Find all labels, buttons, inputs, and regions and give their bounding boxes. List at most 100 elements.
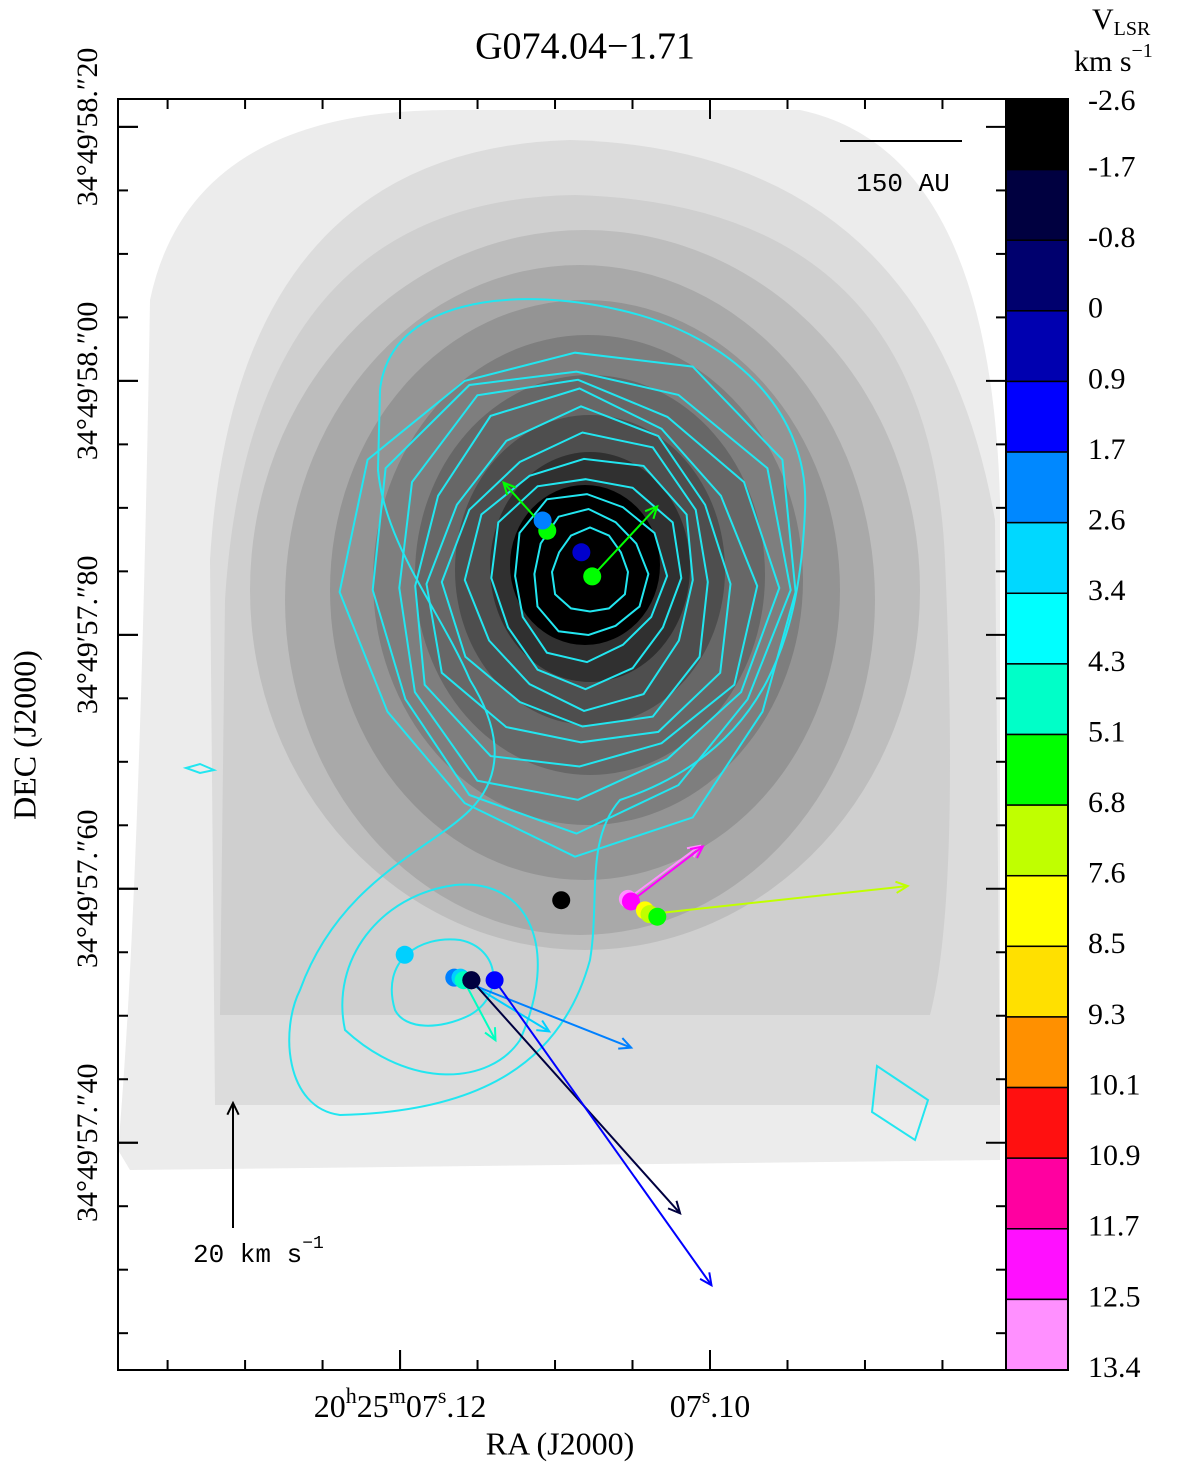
velocity-arrow <box>462 979 497 1043</box>
intensity-map <box>118 110 1000 1170</box>
y-tick-label: 34°49′58.″00 <box>71 302 104 461</box>
arrow-shaft <box>591 505 658 578</box>
contour <box>338 351 797 858</box>
colorbar-title-main: V <box>1092 3 1114 36</box>
velocity-key-arrow <box>226 1100 240 1228</box>
y-axis-label: DEC (J2000) <box>6 650 42 820</box>
contour <box>425 405 732 744</box>
colorbar-label: 5.1 <box>1088 715 1126 748</box>
velocity-arrow <box>591 504 659 578</box>
colorbar-band <box>1005 1298 1069 1371</box>
velocity-arrow <box>627 844 702 900</box>
colorbar-band <box>1005 804 1069 877</box>
colorbar-title: VLSR <box>1092 3 1151 40</box>
colorbar-band <box>1005 521 1069 595</box>
velocity-key-label: 20 km s−1 <box>193 1234 324 1270</box>
colorbar-label: 12.5 <box>1088 1280 1141 1313</box>
colorbar-band <box>1005 1157 1069 1230</box>
contour <box>371 370 792 835</box>
colorbar-band <box>1005 1086 1069 1159</box>
maser-spot <box>648 907 667 926</box>
arrow-shaft <box>453 976 632 1049</box>
colorbar-band <box>1005 1228 1069 1301</box>
arrow-shaft <box>627 845 701 900</box>
velocity-arrow <box>630 845 705 903</box>
contour <box>550 526 630 613</box>
colorbar-unit: km s−1 <box>1074 40 1153 78</box>
colorbar-label: 10.9 <box>1088 1139 1141 1172</box>
colorbar-label: 2.6 <box>1088 504 1126 537</box>
colorbar-band <box>1005 663 1069 736</box>
arrow-head <box>699 1272 713 1288</box>
maser-spot <box>485 971 504 990</box>
colorbar-label: 0 <box>1088 292 1103 325</box>
colorbar-label: 1.7 <box>1088 433 1126 466</box>
colorbar-band <box>1005 98 1069 171</box>
velocity-arrow <box>470 979 682 1216</box>
colorbar-label: 13.4 <box>1088 1351 1141 1384</box>
colorbar-label: 6.8 <box>1088 786 1126 819</box>
velocity-key-text: 20 km s <box>193 1240 302 1270</box>
y-tick-label: 34°49′57.″40 <box>71 1063 104 1222</box>
colorbar-band <box>1005 592 1069 665</box>
colorbar-band <box>1005 310 1069 383</box>
contour <box>514 493 669 664</box>
arrow-shaft <box>493 979 713 1286</box>
arrow-head <box>484 1027 497 1043</box>
colorbar-title-sub: LSR <box>1114 18 1151 40</box>
colorbar-label: 0.9 <box>1088 362 1126 395</box>
colorbar-label: 11.7 <box>1088 1210 1139 1243</box>
arrow-shaft <box>630 845 704 903</box>
y-tick-label: 34°49′57.″80 <box>71 556 104 715</box>
colorbar-band <box>1005 945 1069 1018</box>
y-tick-label: 34°49′57.″60 <box>71 809 104 968</box>
arrow-head <box>686 844 702 858</box>
colorbar-frame <box>1005 98 1069 1371</box>
colorbar-label: 3.4 <box>1088 574 1126 607</box>
contour <box>490 478 683 691</box>
contour <box>533 507 650 637</box>
chart-title: G074.04−1.71 <box>475 26 695 68</box>
arrow-head <box>226 1100 240 1116</box>
colorbar-band <box>1005 874 1069 948</box>
maser-spot <box>621 892 640 911</box>
arrow-shaft <box>462 979 497 1041</box>
arrow-head <box>618 1037 634 1050</box>
colorbar-band <box>1005 1016 1069 1089</box>
colorbar-band <box>1005 168 1069 241</box>
arrow-head <box>501 480 516 496</box>
colorbar-band <box>1005 380 1069 453</box>
arrow-shaft <box>649 885 908 916</box>
y-tick-label: 34°49′58.″20 <box>71 48 104 207</box>
colorbar-unit-sup: −1 <box>1132 40 1153 62</box>
maser-spot <box>533 511 552 530</box>
x-tick-label: 07s.10 <box>670 1383 751 1424</box>
x-axis-label: RA (J2000) <box>486 1425 634 1461</box>
scale-bar-label: 150 AU <box>856 169 950 199</box>
colorbar-label: 10.1 <box>1088 1068 1141 1101</box>
colorbar-unit-main: km s <box>1074 45 1132 78</box>
contour <box>440 431 709 728</box>
velocity-arrow <box>493 979 713 1288</box>
arrow-head <box>689 845 705 859</box>
scale-bar: 150 AU <box>840 140 962 199</box>
contour <box>463 457 694 712</box>
velocity-arrow <box>649 880 910 916</box>
maser-spot <box>572 543 591 562</box>
x-tick-label: 20h25m07s.12 <box>314 1383 487 1424</box>
arrow-head <box>667 1200 682 1216</box>
maser-spot <box>552 891 571 910</box>
arrow-head <box>644 504 659 520</box>
arrow-head <box>895 880 910 894</box>
maser-spot <box>462 971 481 990</box>
maser-spot <box>583 567 602 586</box>
colorbar-label: -2.6 <box>1088 84 1136 117</box>
colorbar-band <box>1005 733 1069 806</box>
arrow-shaft <box>470 979 681 1214</box>
velocity-key-sup: −1 <box>302 1234 324 1254</box>
colorbar-band <box>1005 451 1069 524</box>
colorbar-band <box>1005 239 1069 312</box>
colorbar-label: 9.3 <box>1088 998 1126 1031</box>
colorbar-label: 8.5 <box>1088 927 1126 960</box>
